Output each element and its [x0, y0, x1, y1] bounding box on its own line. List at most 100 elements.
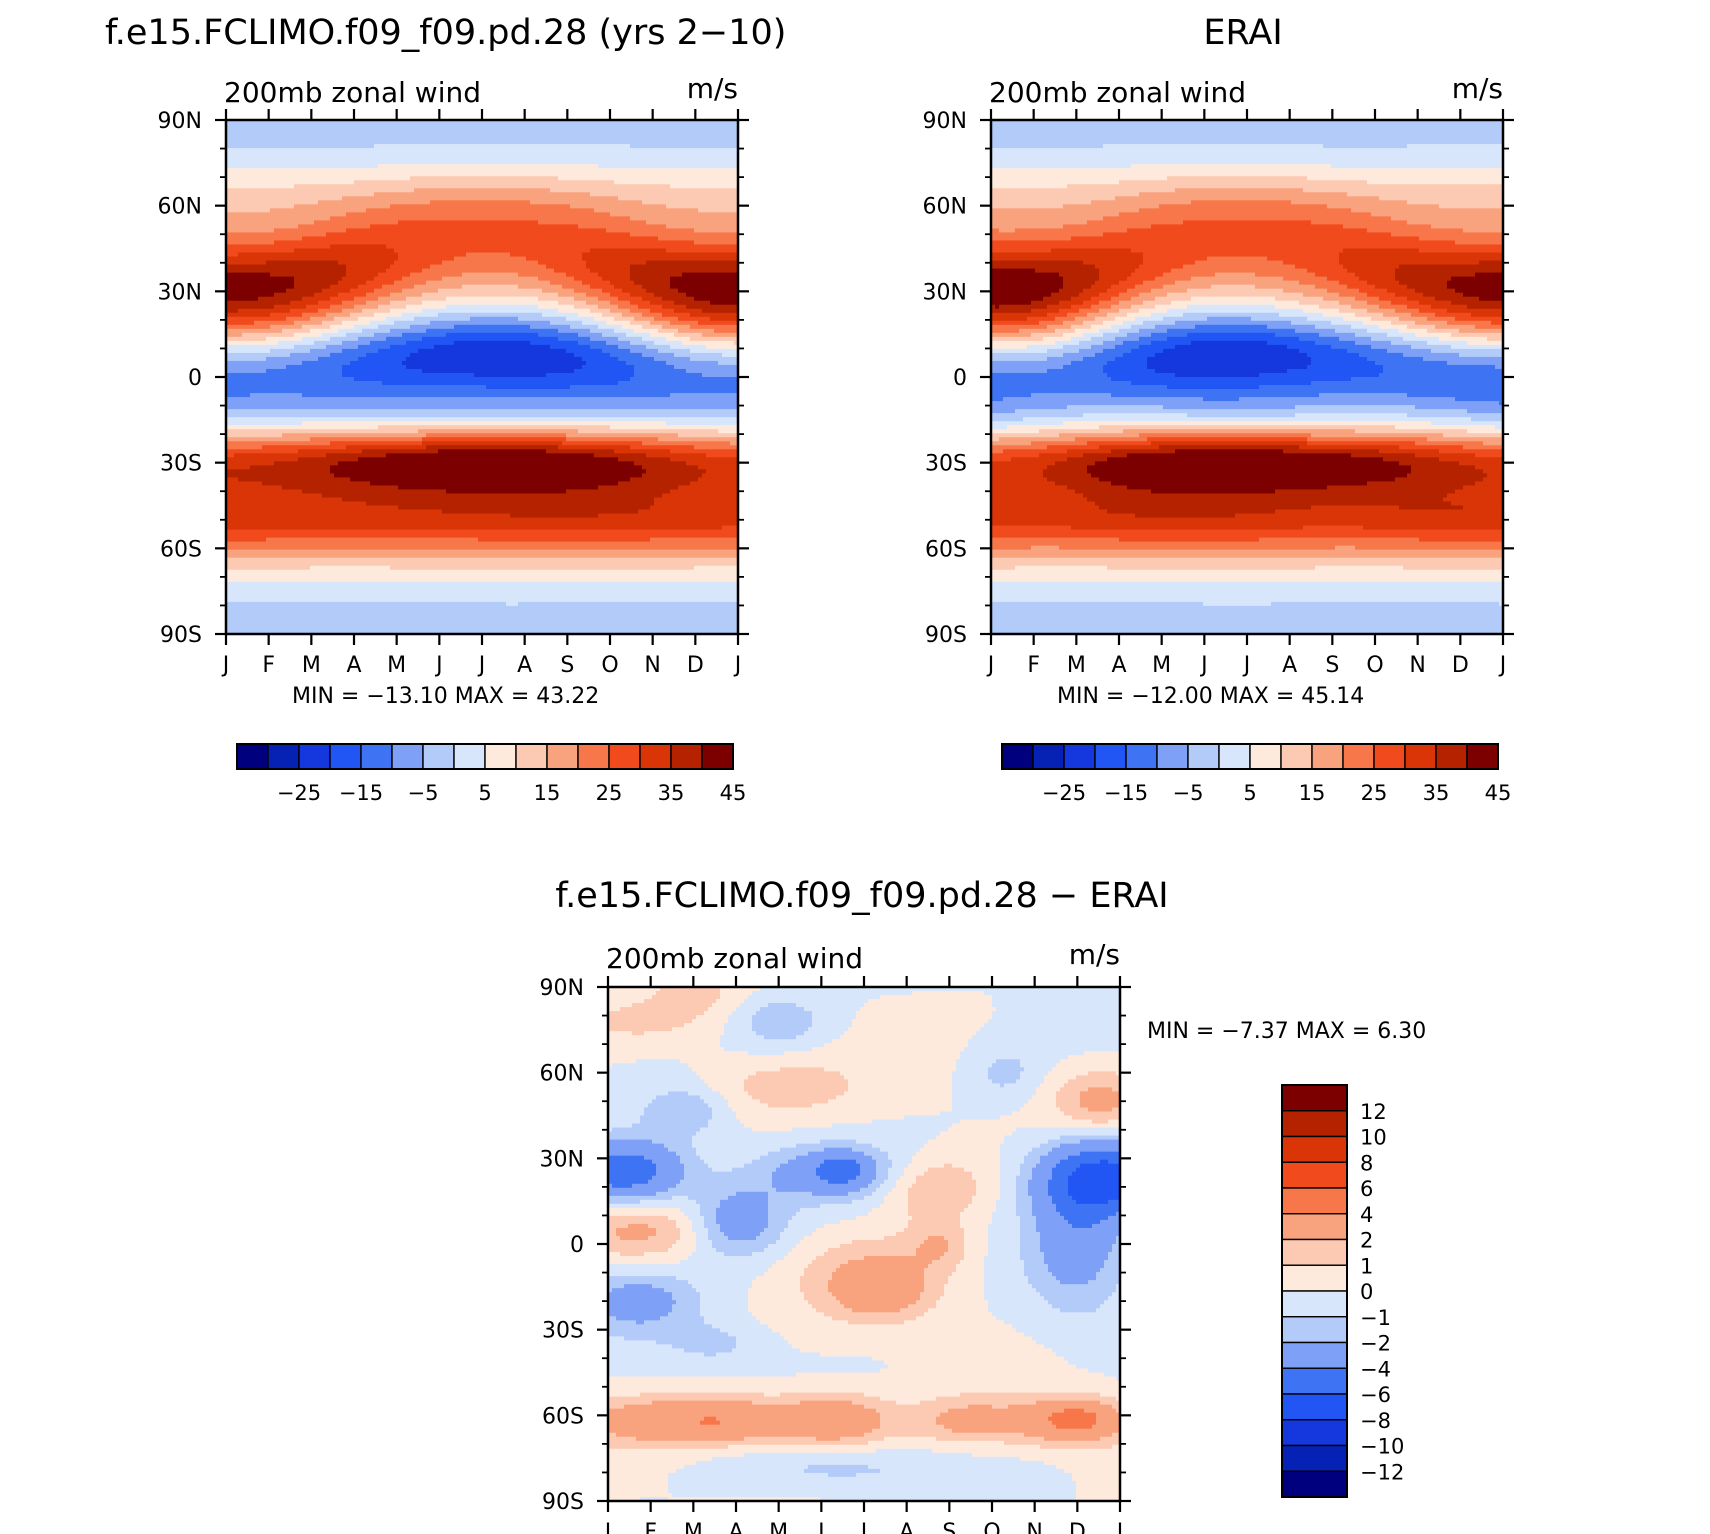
colorbar-label: 4: [1360, 1203, 1373, 1227]
heatmap-cell: [1024, 1159, 1041, 1165]
heatmap-cell: [1435, 324, 1476, 330]
heatmap-cell: [630, 445, 695, 450]
heatmap-cell: [612, 1127, 701, 1133]
heatmap-cell: [642, 324, 663, 330]
heatmap-cell: [608, 1352, 705, 1358]
heatmap-cell: [1195, 260, 1284, 266]
heatmap-cell: [226, 132, 738, 137]
heatmap-cell: [310, 348, 343, 354]
heatmap-cell: [608, 1476, 669, 1482]
heatmap-cell: [1116, 1288, 1120, 1293]
heatmap-cell: [398, 220, 539, 226]
heatmap-cell: [1167, 292, 1304, 298]
heatmap-cell: [1104, 1264, 1120, 1269]
colorbar-label: 0: [1360, 1280, 1373, 1304]
heatmap-cell: [784, 1256, 817, 1261]
heatmap-cell: [924, 1239, 949, 1245]
heatmap-cell: [226, 168, 738, 173]
heatmap-cell: [1052, 1167, 1077, 1173]
heatmap-cell: [988, 1019, 1120, 1024]
heatmap-cell: [991, 288, 1060, 294]
heatmap-cell: [406, 340, 455, 346]
heatmap-cell: [812, 1103, 953, 1109]
heatmap-cell: [226, 348, 271, 354]
heatmap-cell: [1427, 316, 1456, 322]
heatmap-cell: [518, 284, 563, 290]
heatmap-cell: [608, 1440, 869, 1446]
heatmap-cell: [612, 1288, 665, 1293]
heatmap-cell: [916, 1300, 937, 1305]
heatmap-cell: [1455, 489, 1503, 495]
heatmap-cell: [992, 1312, 1120, 1317]
heatmap-cell: [1076, 1075, 1120, 1080]
heatmap-cell: [694, 565, 738, 571]
heatmap-cell: [1108, 1119, 1120, 1125]
heatmap-cell: [1031, 441, 1088, 446]
heatmap-cell: [832, 1123, 953, 1129]
heatmap-cell: [226, 316, 287, 322]
heatmap-cell: [792, 1344, 1045, 1350]
heatmap-cell: [936, 1396, 1117, 1402]
heatmap-cell: [856, 1011, 993, 1016]
heatmap-cell: [226, 593, 738, 599]
heatmap-cell: [832, 1272, 925, 1277]
heatmap-cell: [712, 1456, 1021, 1462]
heatmap-cell: [1127, 485, 1328, 491]
heatmap-cell: [1191, 296, 1276, 302]
heatmap-cell: [1215, 272, 1256, 278]
heatmap-cell: [226, 605, 738, 611]
heatmap-cell: [1076, 1167, 1120, 1173]
heatmap-cell: [302, 336, 331, 342]
heatmap-cell: [884, 1195, 909, 1201]
heatmap-cell: [720, 1223, 769, 1229]
heatmap-cell: [991, 501, 1096, 507]
heatmap-cell: [1371, 344, 1412, 350]
heatmap-cell: [1295, 413, 1408, 418]
heatmap-cell: [608, 1416, 705, 1422]
heatmap-cell: [638, 304, 663, 310]
heatmap-cell: [976, 1187, 1001, 1193]
heatmap-cell: [636, 1059, 681, 1064]
heatmap-cell: [744, 1079, 849, 1084]
heatmap-cell: [984, 1260, 1025, 1265]
heatmap-cell: [1343, 224, 1432, 230]
heatmap-cell: [716, 999, 745, 1004]
heatmap-cell: [812, 1015, 857, 1020]
heatmap-cell: [664, 1143, 693, 1149]
heatmap-cell: [1279, 312, 1324, 318]
y-tick-label: 90S: [542, 1490, 584, 1515]
heatmap-cell: [1155, 276, 1192, 282]
heatmap-cell: [1463, 292, 1503, 298]
heatmap-cell: [226, 256, 399, 262]
heatmap-cell: [226, 381, 383, 386]
heatmap-cell: [1064, 1408, 1085, 1414]
heatmap-cell: [924, 1143, 1001, 1149]
heatmap-cell: [630, 292, 655, 298]
heatmap-cell: [1379, 324, 1408, 330]
heatmap-cell: [816, 1171, 861, 1177]
heatmap-cell: [1111, 481, 1368, 487]
heatmap-cell: [608, 1007, 621, 1012]
heatmap-cell: [586, 260, 647, 266]
heatmap-cell: [618, 457, 671, 462]
heatmap-cell: [1347, 268, 1396, 274]
heatmap-cell: [1028, 1183, 1049, 1189]
heatmap-cell: [338, 260, 395, 266]
heatmap-cell: [736, 1111, 941, 1117]
heatmap-cell: [310, 565, 391, 571]
heatmap-cell: [1463, 505, 1503, 511]
heatmap-cell: [991, 433, 1060, 438]
heatmap-cell: [466, 252, 511, 258]
heatmap-cell: [598, 272, 631, 278]
heatmap-cell: [988, 1304, 1053, 1309]
heatmap-cell: [676, 1276, 757, 1281]
heatmap-cell: [608, 1179, 649, 1185]
heatmap-cell: [1016, 1211, 1033, 1217]
y-tick-label: 60S: [542, 1404, 584, 1429]
heatmap-cell: [944, 1292, 985, 1297]
heatmap-cell: [602, 332, 627, 338]
heatmap-cell: [1395, 276, 1452, 282]
heatmap-cell: [608, 991, 657, 996]
heatmap-cell: [991, 601, 1204, 607]
heatmap-cell: [650, 300, 675, 306]
